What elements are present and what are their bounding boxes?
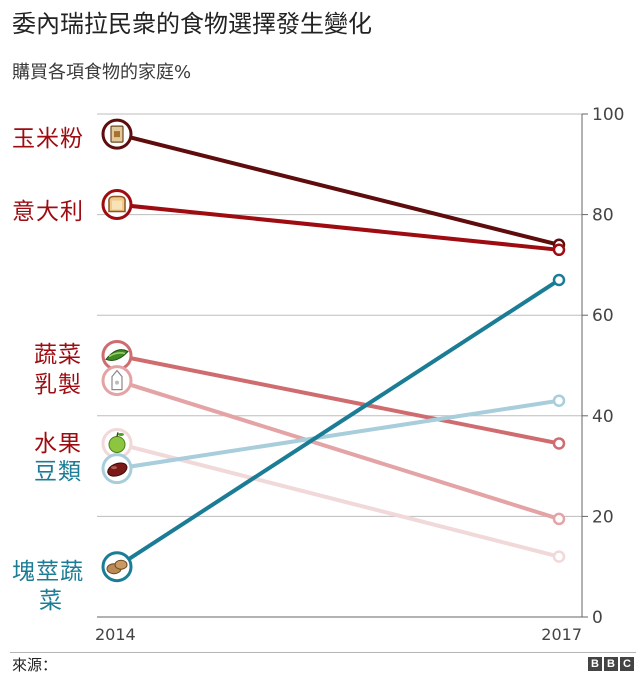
series-label: 意大利 (12, 199, 84, 225)
series-label: 蔬菜乳製 (34, 342, 82, 398)
bbc-logo-letter: C (620, 657, 634, 671)
y-tick-label: 0 (592, 608, 603, 628)
series-start-marker (101, 365, 133, 397)
bbc-logo-letter: B (588, 657, 602, 671)
potato-icon (106, 559, 128, 575)
y-tick-label: 100 (592, 105, 624, 125)
x-tick-label: 2017 (541, 625, 582, 644)
series-label: 豆類 (34, 459, 82, 485)
chart-title: 委內瑞拉民衆的食物選擇發生變化 (12, 10, 372, 38)
series-label: 塊莖蔬菜 (12, 559, 84, 614)
series-line (115, 132, 561, 247)
y-tick-label: 80 (592, 206, 614, 226)
source-note: 來源： (12, 656, 58, 674)
series-end-marker (552, 550, 566, 563)
bread-slice-icon (108, 195, 126, 213)
milk-carton-icon (111, 369, 123, 391)
series-start-marker (101, 453, 133, 485)
chart-subtitle: 購買各項食物的家庭% (12, 62, 192, 83)
series-line (115, 353, 561, 446)
pea-pod-icon (105, 349, 129, 361)
bean-icon (107, 462, 128, 477)
series-line (115, 277, 561, 569)
series-start-marker (101, 427, 133, 459)
series-end-marker (552, 437, 566, 450)
series-label: 水果 (34, 431, 82, 457)
bbc-logo: B B C (588, 657, 634, 671)
series-end-marker (552, 273, 566, 287)
series-start-marker (101, 551, 133, 583)
series-line (115, 202, 561, 252)
series-end-marker (552, 243, 566, 257)
series-label: 玉米粉 (12, 126, 84, 152)
series-line (115, 398, 561, 471)
series-start-marker (101, 118, 133, 150)
footer-divider (10, 652, 636, 653)
y-tick-label: 60 (592, 306, 614, 326)
x-tick-label: 2014 (95, 625, 136, 644)
series-line (115, 441, 561, 559)
cornmeal-bag-icon (110, 125, 124, 143)
series-end-marker (552, 512, 566, 526)
bbc-logo-letter: B (604, 657, 618, 671)
series-line (115, 378, 561, 521)
y-tick-label: 20 (592, 507, 614, 527)
series-start-marker (101, 189, 133, 221)
y-tick-label: 40 (592, 407, 614, 427)
apple-icon (108, 432, 126, 453)
series-end-marker (552, 394, 566, 407)
